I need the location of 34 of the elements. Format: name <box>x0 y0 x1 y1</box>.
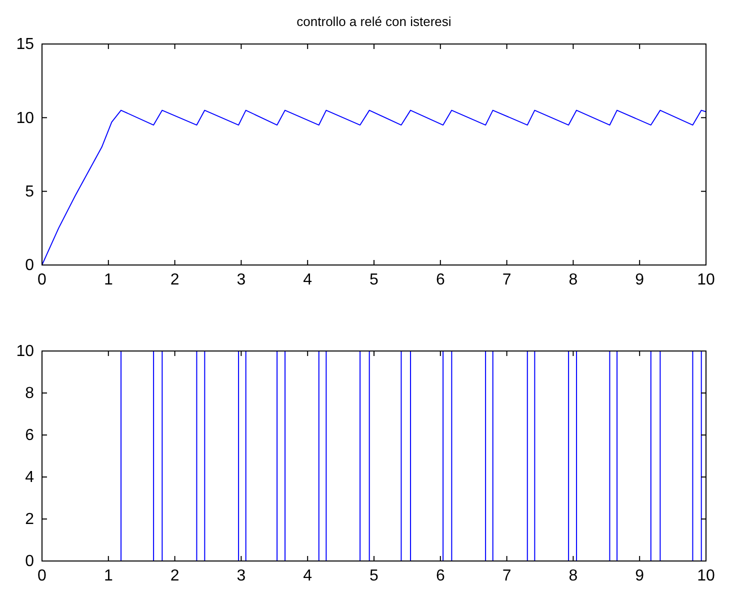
x-tick-label: 3 <box>236 271 246 288</box>
y-tick-label: 0 <box>25 257 34 274</box>
y-tick-label: 2 <box>25 511 34 528</box>
chart-title: controllo a relé con isteresi <box>296 14 452 29</box>
x-tick-label: 5 <box>370 567 379 584</box>
x-tick-label: 2 <box>170 567 180 584</box>
y-tick-label: 0 <box>25 553 34 570</box>
x-tick-label: 3 <box>236 567 246 584</box>
y-tick-label: 10 <box>16 343 34 360</box>
x-tick-label: 7 <box>502 271 512 288</box>
x-tick-label: 8 <box>568 567 578 584</box>
x-tick-label: 6 <box>436 271 445 288</box>
x-tick-label: 10 <box>697 271 715 288</box>
x-tick-label: 9 <box>635 567 644 584</box>
x-tick-label: 2 <box>170 271 180 288</box>
x-tick-label: 9 <box>635 271 644 288</box>
x-tick-label: 7 <box>502 567 512 584</box>
y-tick-label: 4 <box>25 469 34 486</box>
y-tick-label: 5 <box>25 183 34 200</box>
y-tick-label: 10 <box>16 110 34 127</box>
y-tick-label: 8 <box>25 385 34 402</box>
y-tick-label: 15 <box>16 36 34 54</box>
x-tick-label: 1 <box>104 271 113 288</box>
x-tick-label: 1 <box>104 567 113 584</box>
x-tick-label: 0 <box>38 271 47 288</box>
x-tick-label: 5 <box>370 271 379 288</box>
y-tick-label: 6 <box>25 427 34 444</box>
x-tick-label: 0 <box>38 567 47 584</box>
x-tick-label: 4 <box>303 567 312 584</box>
x-tick-label: 8 <box>568 271 578 288</box>
x-tick-label: 10 <box>697 567 715 584</box>
x-tick-label: 4 <box>303 271 312 288</box>
x-tick-label: 6 <box>436 567 445 584</box>
line-series <box>42 110 706 266</box>
